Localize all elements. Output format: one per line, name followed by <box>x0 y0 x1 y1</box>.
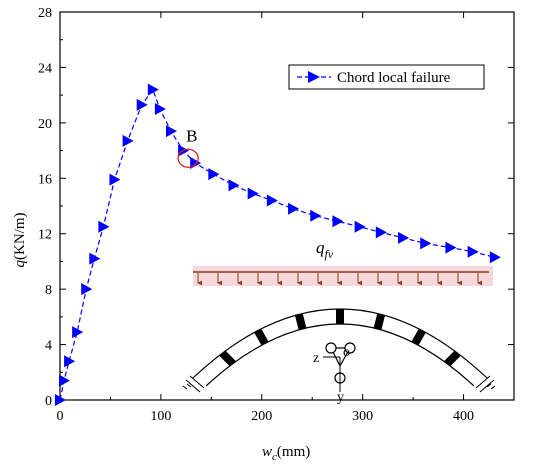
chord-circle-right <box>344 342 356 354</box>
data-point-marker <box>98 220 110 233</box>
load-label-sub: fv <box>325 247 334 261</box>
arch-joint-block <box>411 328 426 346</box>
arch-joint-block <box>254 328 269 346</box>
data-point-marker <box>81 283 93 296</box>
data-point-marker <box>354 220 366 233</box>
y-axis-label-unit: (KN/m) <box>12 213 28 261</box>
arch-inner <box>205 323 475 387</box>
axis-label-y: y <box>337 390 344 405</box>
cross-section-icon: z o y <box>313 342 356 405</box>
x-axis-label: wc(mm) <box>262 444 310 463</box>
data-point-marker <box>64 355 76 368</box>
data-point-marker <box>89 252 101 265</box>
axis-label-o: o <box>343 345 350 360</box>
arch-joint-block <box>444 350 461 367</box>
x-tick-label: 100 <box>150 409 171 424</box>
data-point-marker <box>228 179 240 192</box>
arch-joint-block <box>336 309 344 324</box>
data-point-marker <box>445 241 457 254</box>
data-point-marker <box>467 245 479 258</box>
series-layer <box>55 83 501 406</box>
y-tick-label: 8 <box>45 283 52 298</box>
arch-joints <box>219 309 461 367</box>
load-illustration: qfv <box>193 238 493 286</box>
data-point-marker <box>489 251 501 264</box>
load-label-main: q <box>316 238 325 257</box>
arch-joint-block <box>219 350 236 367</box>
data-point-marker <box>59 374 71 387</box>
point-b-annotation: B <box>177 126 199 168</box>
y-axis-label-main: q <box>12 260 28 268</box>
point-b-circle <box>177 148 199 168</box>
data-point-marker <box>109 173 121 186</box>
data-point-marker <box>72 326 84 339</box>
axis-label-z: z <box>313 351 319 366</box>
data-point-marker <box>165 125 177 138</box>
y-axis-label: q(KN/m) <box>12 213 28 268</box>
y-tick-label: 24 <box>38 61 52 76</box>
data-point-marker <box>122 134 134 147</box>
data-point-marker <box>154 103 166 115</box>
chord-circle-left <box>325 342 337 354</box>
data-point-marker <box>375 226 387 239</box>
data-point-marker <box>420 237 432 250</box>
y-tick-label: 20 <box>38 117 52 132</box>
y-tick-label: 12 <box>38 228 52 243</box>
y-tick-label: 16 <box>38 172 52 187</box>
x-tick-label: 400 <box>453 409 474 424</box>
arch-joint-block <box>373 313 386 330</box>
arch-illustration: z o y <box>182 308 496 405</box>
y-tick-label: 4 <box>45 339 52 354</box>
load-label: qfv <box>316 238 334 261</box>
right-support-icon <box>475 375 496 393</box>
y-tick-label: 28 <box>38 6 52 21</box>
load-arrows <box>197 273 483 286</box>
data-point-marker <box>136 98 148 111</box>
data-point-marker <box>266 194 278 207</box>
left-support-icon <box>182 375 205 393</box>
data-point-marker <box>55 394 66 406</box>
x-axis-label-sub: c <box>272 451 277 463</box>
x-tick-label: 0 <box>57 409 64 424</box>
arch-joint-block <box>294 313 307 330</box>
legend-marker <box>308 71 320 83</box>
y-tick-label: 0 <box>45 394 52 409</box>
x-tick-label: 300 <box>352 409 373 424</box>
legend-label: Chord local failure <box>337 70 451 86</box>
legend: Chord local failure <box>288 64 485 90</box>
data-point-marker <box>247 187 259 200</box>
x-axis-label-unit: (mm) <box>277 444 310 460</box>
data-point-marker <box>310 209 322 222</box>
x-tick-label: 200 <box>251 409 272 424</box>
data-point-marker <box>147 83 159 96</box>
series-line <box>59 88 495 401</box>
x-axis-label-main: w <box>262 444 272 460</box>
data-point-marker <box>398 231 410 244</box>
data-point-marker <box>332 215 344 228</box>
point-b-label: B <box>186 126 197 145</box>
data-point-marker <box>288 202 300 215</box>
data-point-marker <box>208 168 220 181</box>
